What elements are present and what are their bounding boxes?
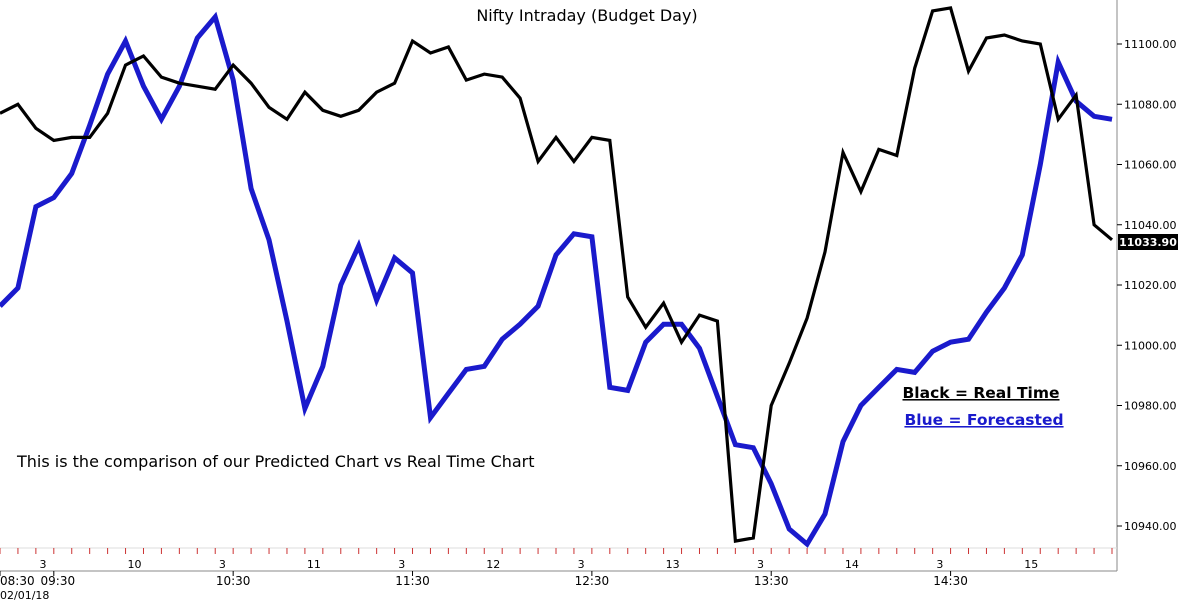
x-minor-label: 12	[486, 558, 500, 571]
x-minor-label: 3	[757, 558, 764, 571]
x-minor-label: 13	[666, 558, 680, 571]
x-minor-label: 11	[307, 558, 321, 571]
legend-forecasted: Blue = Forecasted	[904, 411, 1063, 429]
chart-annotation: This is the comparison of our Predicted …	[16, 452, 535, 471]
series-line-forecasted	[0, 11, 1113, 548]
y-tick-label: 10960.00	[1124, 460, 1177, 473]
x-minor-label: 14	[845, 558, 859, 571]
x-minor-label: 3	[398, 558, 405, 571]
x-minor-label: 3	[40, 558, 47, 571]
x-minor-label: 3	[219, 558, 226, 571]
x-major-label: 14:30	[933, 574, 968, 588]
y-tick-label: 11000.00	[1124, 339, 1177, 352]
series-line-real-time	[0, 6, 1114, 543]
series-lines	[0, 6, 1114, 548]
x-minor-label: 15	[1024, 558, 1038, 571]
y-axis-ticks: 11100.00 11080.00 11060.00 11040.00 11020.00…	[1117, 38, 1177, 533]
x-major-label: 10:30	[216, 574, 251, 588]
y-tick-label: 10980.00	[1124, 400, 1177, 413]
x-minor-label: 10	[128, 558, 142, 571]
chart-title: Nifty Intraday (Budget Day)	[476, 6, 697, 25]
x-axis-ticks: 3 10 3 11 3 12 3 13 3 14 3 15 08:30 09:30 10:30 11:30 12…	[0, 548, 1113, 588]
y-tick-label: 11100.00	[1124, 38, 1177, 51]
x-minor-label: 3	[936, 558, 943, 571]
y-tick-label: 11080.00	[1124, 98, 1177, 111]
y-tick-label: 10940.00	[1124, 520, 1177, 533]
y-tick-label: 11040.00	[1124, 219, 1177, 232]
y-tick-label: 11060.00	[1124, 159, 1177, 172]
x-minor-label: 3	[578, 558, 585, 571]
last-value-box	[1118, 234, 1178, 250]
last-value-label: 11033.90	[1119, 236, 1177, 249]
x-major-label: 08:30	[0, 574, 35, 588]
date-label: 02/01/18	[0, 589, 49, 601]
x-major-label: 09:30	[41, 574, 76, 588]
x-major-label: 11:30	[395, 574, 430, 588]
legend-real-time: Black = Real Time	[902, 384, 1059, 402]
x-major-label: 13:30	[754, 574, 789, 588]
x-major-label: 12:30	[575, 574, 610, 588]
y-tick-label: 11020.00	[1124, 279, 1177, 292]
